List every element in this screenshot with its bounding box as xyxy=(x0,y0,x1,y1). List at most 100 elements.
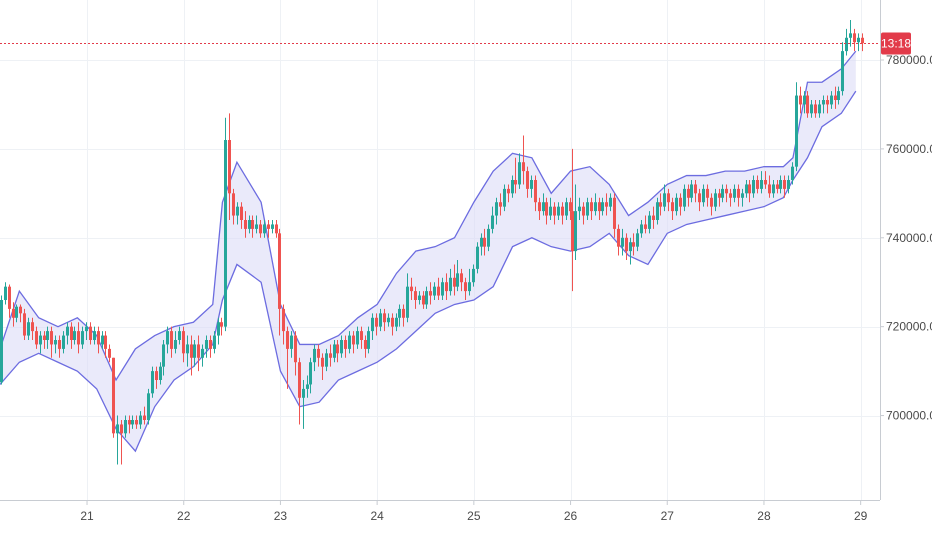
candle-115 xyxy=(437,277,440,300)
candle-body xyxy=(263,224,266,234)
candle-body xyxy=(460,273,463,283)
candle-205 xyxy=(783,175,786,198)
candle-213 xyxy=(814,100,817,118)
candle-10 xyxy=(31,317,34,340)
candle-body xyxy=(768,184,771,194)
candle-body xyxy=(124,420,127,434)
candle-body xyxy=(578,206,581,212)
candle-body xyxy=(845,37,848,52)
candle-31 xyxy=(112,357,115,438)
candle-3 xyxy=(4,282,7,305)
candle-body xyxy=(360,331,363,340)
candle-196 xyxy=(748,180,751,203)
candle-110 xyxy=(418,291,421,305)
candle-body xyxy=(352,335,355,345)
candle-body xyxy=(46,331,49,340)
candle-body xyxy=(259,224,262,234)
x-tick-label-0: 21 xyxy=(80,509,94,523)
candle-20 xyxy=(70,322,73,349)
candle-45 xyxy=(166,326,169,354)
candle-body xyxy=(325,353,328,367)
chart-grid xyxy=(0,0,880,500)
candle-body xyxy=(629,242,632,252)
candle-151 xyxy=(574,184,577,260)
candle-126 xyxy=(480,233,483,256)
candle-172 xyxy=(656,197,659,225)
candle-153 xyxy=(582,202,585,225)
candle-body xyxy=(605,202,608,207)
candle-93 xyxy=(352,331,355,354)
price-axis[interactable]: 700000.00 720000.00 740000.00 760000.00 7800… xyxy=(880,0,932,500)
candle-body xyxy=(806,95,809,114)
time-axis[interactable]: 21 22 23 24 25 26 27 28 29 xyxy=(0,500,880,523)
candle-body xyxy=(73,331,76,340)
candle-65 xyxy=(244,211,247,238)
candle-178 xyxy=(679,193,682,216)
candle-body xyxy=(468,282,471,292)
candle-71 xyxy=(267,220,270,238)
candle-198 xyxy=(756,175,759,194)
candle-138 xyxy=(526,166,529,198)
x-tick-label-1: 22 xyxy=(177,509,191,523)
candle-208 xyxy=(795,82,798,172)
candle-body xyxy=(70,326,73,340)
candle-body xyxy=(574,211,577,252)
candle-body xyxy=(248,220,251,229)
candle-body xyxy=(598,202,601,212)
y-tick-label-0: 700000.00 xyxy=(886,409,932,423)
candle-body xyxy=(12,308,15,318)
candle-195 xyxy=(745,180,748,198)
candle-body xyxy=(4,286,7,300)
candle-157 xyxy=(598,197,601,220)
candle-body xyxy=(549,206,552,216)
candle-body xyxy=(294,335,297,363)
candle-body xyxy=(706,188,709,198)
candle-body xyxy=(298,362,301,398)
candle-28 xyxy=(101,331,104,349)
candle-body xyxy=(837,91,840,100)
candle-body xyxy=(725,188,728,194)
candle-125 xyxy=(476,242,479,274)
candle-129 xyxy=(491,206,494,234)
candle-body xyxy=(671,202,674,212)
candle-body xyxy=(170,331,173,349)
candle-body xyxy=(472,268,475,283)
candle-141 xyxy=(538,197,541,220)
candle-body xyxy=(621,237,624,247)
band-fill xyxy=(0,51,856,452)
candle-body xyxy=(760,180,763,189)
candle-97 xyxy=(367,326,370,354)
candle-body xyxy=(108,348,111,358)
candle-body xyxy=(491,215,494,229)
candle-68 xyxy=(255,215,258,234)
candle-body xyxy=(85,326,88,332)
candle-193 xyxy=(737,184,740,207)
candle-body xyxy=(437,286,440,296)
candle-40 xyxy=(147,388,150,425)
candle-135 xyxy=(514,157,517,194)
candle-145 xyxy=(553,202,556,225)
candle-body xyxy=(495,202,498,216)
candle-body xyxy=(255,224,258,229)
x-tick-label-2: 23 xyxy=(274,509,288,523)
candle-219 xyxy=(837,86,840,105)
candle-body xyxy=(565,202,568,216)
candle-216 xyxy=(826,95,829,114)
candle-139 xyxy=(530,175,533,198)
candle-body xyxy=(483,237,486,247)
candle-117 xyxy=(445,273,448,300)
candle-16 xyxy=(54,335,57,354)
candle-90 xyxy=(340,335,343,358)
candle-body xyxy=(737,188,740,198)
candle-body xyxy=(147,393,150,420)
candle-body xyxy=(830,95,833,105)
candle-body xyxy=(748,184,751,194)
candle-body xyxy=(487,228,490,247)
candle-body xyxy=(213,335,216,349)
candle-body xyxy=(224,140,227,327)
candle-187 xyxy=(714,188,717,212)
candle-body xyxy=(0,300,3,383)
candle-body xyxy=(387,317,390,323)
candle-34 xyxy=(124,415,127,438)
